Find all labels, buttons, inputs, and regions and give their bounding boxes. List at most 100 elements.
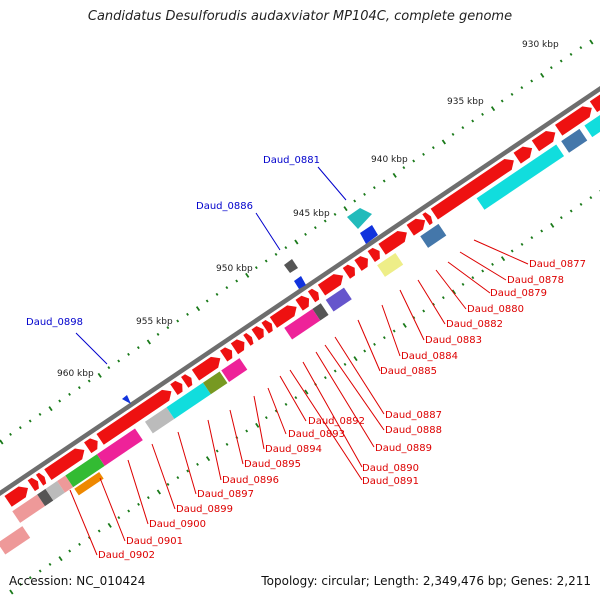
callout-daud-0896[interactable]: Daud_0896 (222, 475, 279, 486)
gene-forward[interactable] (430, 155, 518, 220)
gene-forward[interactable] (307, 287, 322, 303)
cog-block (284, 308, 321, 340)
callout-daud-0895[interactable]: Daud_0895 (244, 459, 301, 470)
scale-tick (510, 92, 514, 96)
gene-tracks (0, 94, 600, 555)
gene-daud-0886-grey[interactable] (284, 259, 298, 273)
scale-tick (520, 242, 524, 246)
reverse-genes (122, 208, 378, 404)
callout-leader (267, 387, 287, 435)
callout-leader (334, 336, 385, 415)
callout-daud-0897[interactable]: Daud_0897 (197, 489, 254, 500)
scale-tick (471, 276, 475, 280)
gene-forward[interactable] (367, 246, 384, 262)
cog-block (584, 113, 600, 138)
scale-tick (422, 152, 425, 156)
callout-leader (473, 239, 529, 265)
scale-tick (245, 429, 249, 433)
gene-daud-0881-cyan[interactable] (347, 208, 372, 229)
gene-forward[interactable] (4, 483, 31, 507)
callout-leader (317, 166, 347, 201)
callout-daud-0898[interactable]: Daud_0898 (26, 317, 83, 328)
gene-forward[interactable] (555, 102, 595, 136)
gene-forward[interactable] (251, 324, 268, 341)
gene-daud-0881[interactable] (360, 225, 378, 244)
callout-daud-0891[interactable]: Daud_0891 (362, 476, 419, 487)
gene-forward[interactable] (191, 353, 224, 381)
scale-tick (264, 416, 268, 420)
gene-forward[interactable] (406, 215, 429, 236)
callout-daud-0889[interactable]: Daud_0889 (375, 443, 432, 454)
scale-tick (540, 72, 545, 78)
gene-forward[interactable] (295, 293, 312, 311)
callout-daud-0880[interactable]: Daud_0880 (467, 304, 524, 315)
accession-label: Accession: NC_010424 (9, 574, 146, 588)
scale-tick (77, 386, 81, 390)
callout-daud-0879[interactable]: Daud_0879 (490, 288, 547, 299)
scale-tick (156, 489, 161, 495)
callout-daud-0900[interactable]: Daud_0900 (149, 519, 206, 530)
gene-forward[interactable] (35, 471, 48, 486)
callout-daud-0878[interactable]: Daud_0878 (507, 275, 564, 286)
callout-daud-0877[interactable]: Daud_0877 (529, 259, 586, 270)
callout-daud-0894[interactable]: Daud_0894 (265, 444, 322, 455)
gene-forward[interactable] (261, 318, 275, 334)
callout-leader (357, 319, 381, 372)
callout-daud-0899[interactable]: Daud_0899 (176, 504, 233, 515)
callout-daud-0883[interactable]: Daud_0883 (425, 335, 482, 346)
gene-forward[interactable] (220, 345, 236, 362)
red-callouts: Daud_0877 Daud_0878 Daud_0879 Daud_0880 … (98, 259, 586, 561)
callout-leader (289, 369, 363, 481)
scale-tick (117, 359, 121, 363)
callout-daud-0886[interactable]: Daud_0886 (196, 201, 253, 212)
gene-daud-0898[interactable] (122, 395, 131, 404)
callout-daud-0881[interactable]: Daud_0881 (263, 155, 320, 166)
callout-leader (279, 375, 307, 422)
gene-forward[interactable] (531, 127, 559, 152)
callout-daud-0901[interactable]: Daud_0901 (126, 536, 183, 547)
gene-forward[interactable] (378, 227, 410, 255)
scale-tick (579, 202, 583, 206)
callout-daud-0885[interactable]: Daud_0885 (380, 366, 437, 377)
cog-block (74, 471, 104, 496)
callout-daud-0888[interactable]: Daud_0888 (385, 425, 442, 436)
scale-tick (530, 79, 534, 83)
callout-daud-0882[interactable]: Daud_0882 (446, 319, 503, 330)
gene-daud-0886[interactable] (294, 276, 306, 289)
scale-tick (382, 179, 386, 183)
scale-tick (127, 509, 131, 513)
scale-tick (97, 529, 101, 533)
gene-forward[interactable] (422, 211, 434, 226)
callout-daud-0892[interactable]: Daud_0892 (308, 416, 365, 427)
gene-forward[interactable] (96, 386, 175, 445)
scale-tick (294, 239, 299, 245)
scale-tick (107, 522, 112, 528)
gene-forward[interactable] (342, 262, 359, 279)
callout-daud-0890[interactable]: Daud_0890 (362, 463, 419, 474)
ruler-label: 935 kbp (447, 97, 484, 107)
callout-daud-0887[interactable]: Daud_0887 (385, 410, 442, 421)
gene-forward[interactable] (354, 253, 371, 271)
gene-forward[interactable] (181, 372, 195, 388)
gene-forward[interactable] (269, 301, 300, 328)
scale-tick (136, 346, 140, 350)
ruler-label: 950 kbp (216, 264, 253, 274)
callout-daud-0893[interactable]: Daud_0893 (288, 429, 345, 440)
scale-tick (392, 329, 396, 333)
gene-forward[interactable] (317, 270, 347, 296)
callout-daud-0902[interactable]: Daud_0902 (98, 550, 155, 561)
scale-tick (215, 449, 219, 453)
gene-forward[interactable] (170, 379, 186, 396)
gene-forward[interactable] (230, 337, 248, 355)
gene-forward[interactable] (44, 445, 88, 480)
gene-forward[interactable] (27, 476, 42, 492)
gene-forward[interactable] (513, 143, 536, 164)
gene-forward[interactable] (84, 436, 101, 454)
scale-tick (78, 542, 81, 546)
callout-daud-0884[interactable]: Daud_0884 (401, 351, 458, 362)
scale-tick (195, 306, 201, 312)
gene-forward[interactable] (243, 332, 255, 346)
scale-tick (186, 469, 190, 473)
scale-tick (343, 362, 347, 366)
